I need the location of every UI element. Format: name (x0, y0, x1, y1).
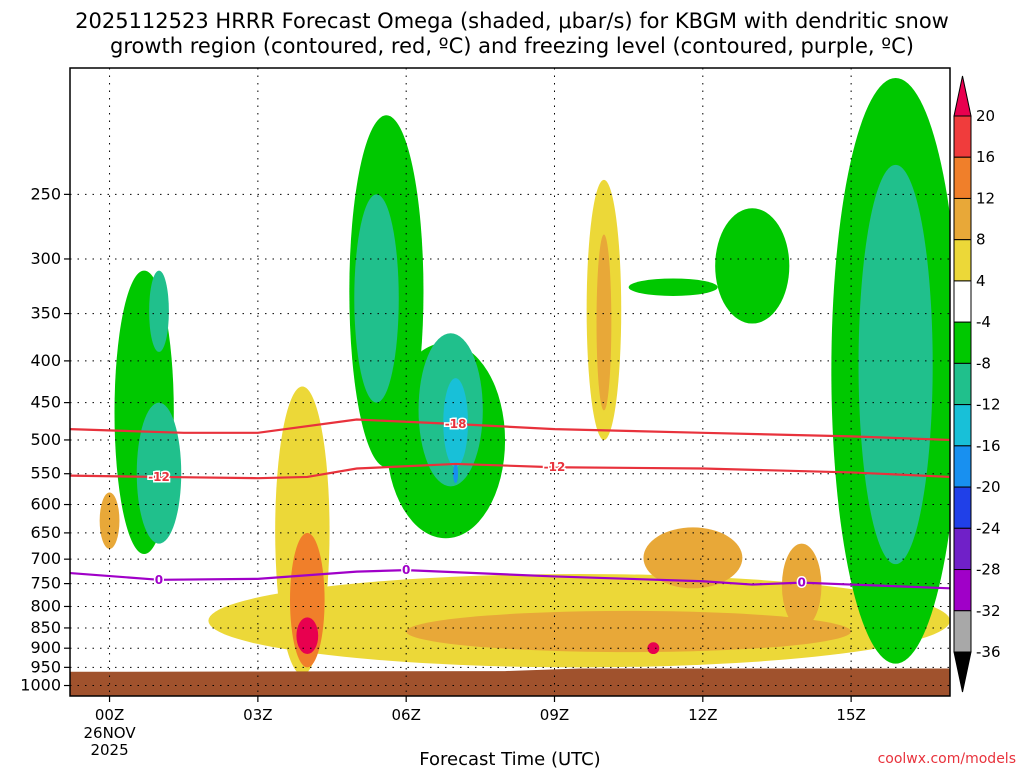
omega-region-descent-10Z-core (596, 234, 612, 411)
xtick-label-09Z: 09Z (540, 706, 569, 724)
colorbar-label: -24 (976, 519, 1001, 537)
contour-label-dendritic-minus-18: -18 (445, 417, 467, 431)
colorbar-swatch (953, 569, 972, 612)
ytick-label-900: 900 (30, 638, 61, 657)
ytick-label-600: 600 (30, 495, 61, 514)
colorbar-label: 8 (976, 231, 986, 249)
ytick-label-350: 350 (30, 304, 61, 323)
colorbar-label: -12 (976, 396, 1001, 414)
chart-title-line-2: growth region (contoured, red, ºC) and f… (110, 34, 914, 58)
colorbar-label: 12 (976, 189, 995, 207)
x-axis-label: Forecast Time (UTC) (419, 749, 600, 768)
colorbar-swatch (953, 280, 972, 323)
colorbar-label: -32 (976, 602, 1001, 620)
contour-label-freezing-level-0: 0 (402, 563, 410, 577)
contour-dendritic-minus-12 (70, 462, 950, 480)
omega-region-descent-peak-4Z (296, 617, 319, 655)
colorbar-swatch (953, 115, 972, 158)
omega-region-ascent-strip-11Z (628, 278, 718, 296)
terrain-fill (70, 668, 950, 696)
contour-label-freezing-level-0: 0 (798, 576, 806, 590)
xtick-label-03Z: 03Z (243, 706, 272, 724)
omega-region-descent-14Z (781, 543, 822, 628)
colorbar-swatch (953, 486, 972, 529)
colorbar-swatch (953, 404, 972, 447)
ytick-label-700: 700 (30, 549, 61, 568)
colorbar-swatch (953, 197, 972, 241)
temperature-contours: -18 -12 -12 0 0 0 (70, 416, 950, 591)
contour-freezing-level-0 (70, 569, 950, 590)
ytick-label-1000: 1000 (20, 676, 61, 695)
omega-region-descent-lower-core (406, 610, 852, 653)
omega-region-descent-12Z (643, 527, 743, 589)
colorbar-label: -28 (976, 561, 1001, 579)
plot-frame (69, 67, 951, 697)
colorbar-swatch (953, 527, 972, 571)
ytick-label-550: 550 (30, 464, 61, 483)
omega-region-ascent-upper-12Z (715, 208, 790, 324)
ytick-label-650: 650 (30, 523, 61, 542)
omega-region-ascent-core-5Z (354, 194, 399, 403)
xtick-label-12Z: 12Z (688, 706, 717, 724)
colorbar-swatch (953, 445, 972, 488)
xtick-label-06Z: 06Z (391, 706, 420, 724)
omega-region-ascent-upper-1Z (149, 270, 169, 352)
colorbar: 20 16 12 8 4 -4 -8 -12 -16 -20 -24 -28 -32 -36 (953, 75, 1001, 693)
ytick-label-250: 250 (30, 184, 61, 203)
colorbar-label: -20 (976, 478, 1001, 496)
colorbar-swatch (953, 321, 972, 364)
colorbar-label: -16 (976, 437, 1001, 455)
terrain (70, 668, 950, 696)
ytick-label-950: 950 (30, 657, 61, 676)
colorbar-bottom-arrow (953, 651, 972, 693)
colorbar-label: -4 (976, 313, 991, 331)
xtick-label-15Z: 15Z (836, 706, 865, 724)
pressure-axis: 2503003504004505005506006507007508008509… (20, 184, 70, 695)
ytick-label-800: 800 (30, 596, 61, 615)
ytick-label-850: 850 (30, 618, 61, 637)
xtick-sublabel: 2025 (90, 741, 128, 759)
colorbar-swatch (953, 239, 972, 282)
ytick-label-500: 500 (30, 430, 61, 449)
ytick-label-450: 450 (30, 393, 61, 412)
ytick-label-750: 750 (30, 574, 61, 593)
colorbar-label: 20 (976, 107, 995, 125)
colorbar-swatch (953, 610, 972, 653)
contour-dendritic-minus-18 (70, 418, 950, 442)
colorbar-label: -8 (976, 354, 991, 372)
xtick-label-00Z: 00Z (95, 706, 124, 724)
colorbar-label: 4 (976, 272, 986, 290)
omega-region-ascent-peak-7Z (453, 463, 459, 484)
omega-region-ascent-core-16Z (858, 164, 933, 565)
contour-label-dendritic-minus-12: -12 (148, 470, 170, 484)
omega-region-descent-11Z-peak (647, 642, 660, 655)
colorbar-label: 16 (976, 148, 995, 166)
ytick-label-300: 300 (30, 249, 61, 268)
colorbar-swatch (953, 156, 972, 199)
contour-label-dendritic-minus-12: -12 (544, 460, 566, 474)
contour-label-freezing-level-0: 0 (155, 573, 163, 587)
xtick-sublabel: 26NOV (83, 724, 136, 742)
omega-shading (99, 78, 950, 675)
colorbar-top-arrow (953, 75, 972, 117)
omega-region-ascent-core-1Z (136, 402, 182, 544)
colorbar-label: -36 (976, 643, 1001, 661)
omega-region-ascent-max-7Z (443, 378, 468, 468)
colorbar-swatch (953, 362, 972, 406)
chart-title-line-1: 2025112523 HRRR Forecast Omega (shaded, … (75, 9, 949, 33)
ytick-label-400: 400 (30, 351, 61, 370)
omega-region-descent-0Z-spot (99, 492, 120, 549)
credit-text: coolwx.com/models (878, 751, 1016, 767)
